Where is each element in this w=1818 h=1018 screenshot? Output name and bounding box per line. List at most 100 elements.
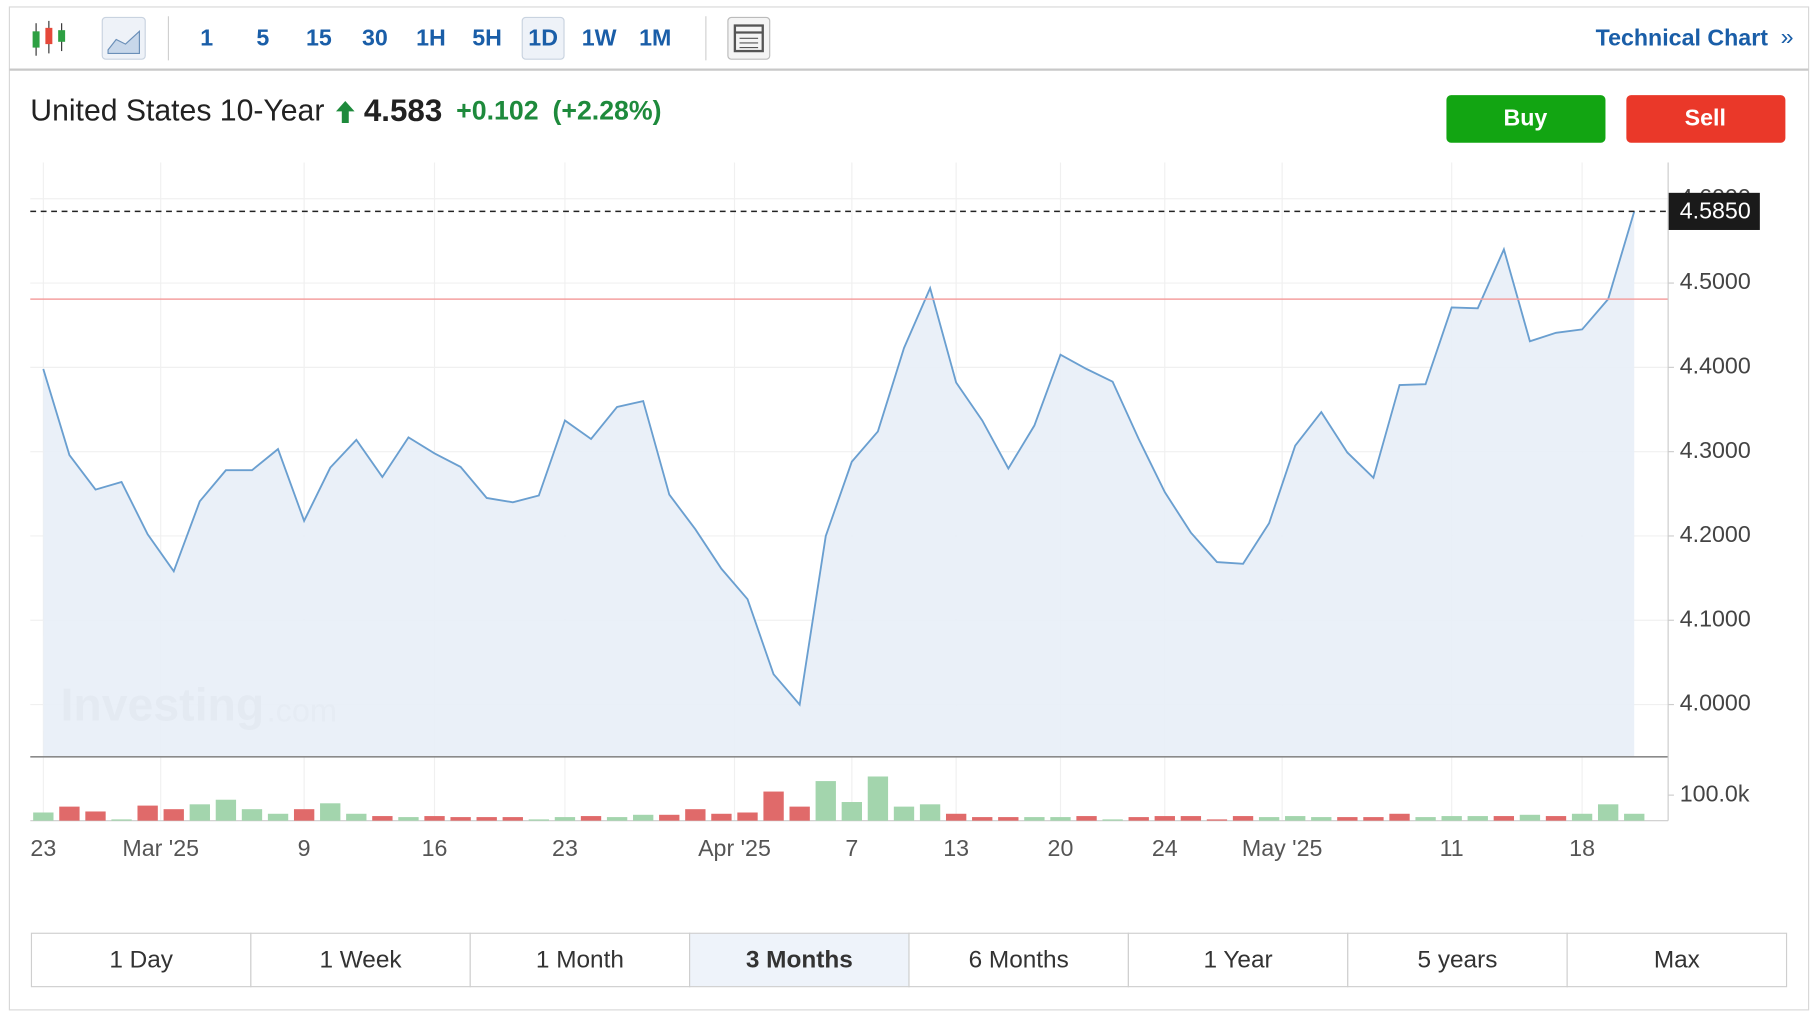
- buy-button[interactable]: Buy: [1446, 95, 1606, 143]
- volume-bar: [241, 809, 263, 821]
- volume-bar: [1206, 819, 1228, 821]
- volume-bar: [841, 802, 862, 821]
- x-tick-label: 24: [1152, 835, 1178, 861]
- volume-bar: [1180, 816, 1202, 821]
- interval[interactable]: 1: [200, 25, 213, 51]
- volume-bar: [1128, 817, 1149, 821]
- range-label[interactable]: 1 Month: [536, 947, 624, 974]
- change: +0.102: [456, 96, 538, 126]
- volume-bar: [1571, 813, 1593, 821]
- volume-bar: [1050, 817, 1071, 821]
- volume-bar: [737, 812, 758, 821]
- interval[interactable]: 15: [306, 25, 332, 51]
- header: United States 10-Year 4.583 +0.102 (+2.2…: [30, 93, 661, 128]
- technical-chart-link[interactable]: Technical Chart: [1596, 25, 1769, 51]
- interval[interactable]: 1W: [582, 25, 617, 51]
- volume-bar: [1154, 816, 1175, 821]
- range-button[interactable]: [689, 932, 910, 988]
- range-label[interactable]: 1 Week: [319, 947, 402, 974]
- volume-bar: [1337, 817, 1358, 821]
- range-label[interactable]: 1 Year: [1204, 947, 1273, 974]
- volume-bar: [450, 817, 471, 821]
- candle-icon[interactable]: [32, 20, 66, 56]
- sell-button[interactable]: Sell: [1626, 95, 1786, 143]
- range-label[interactable]: 6 Months: [969, 947, 1069, 974]
- interval[interactable]: 5: [256, 25, 269, 51]
- range-button[interactable]: [1566, 932, 1788, 988]
- volume-bar: [919, 804, 941, 821]
- x-tick-label: 13: [943, 835, 969, 861]
- volume-bar: [59, 806, 80, 821]
- volume-bar: [711, 813, 732, 821]
- volume-bar: [1519, 814, 1541, 821]
- buy-label[interactable]: Buy: [1503, 105, 1547, 131]
- volume-bar: [215, 799, 237, 821]
- volume-bar: [606, 817, 628, 821]
- volume-bar: [346, 813, 367, 821]
- volume-bar: [189, 804, 210, 821]
- volume-bar: [580, 816, 602, 821]
- y-tick-label: 4.4000: [1680, 352, 1751, 378]
- volume-bar: [945, 813, 967, 821]
- range-label[interactable]: 3 Months: [746, 947, 853, 974]
- interval[interactable]: 1M: [639, 25, 671, 51]
- x-tick-label: Apr '25: [698, 835, 771, 861]
- range-label[interactable]: Max: [1654, 947, 1700, 974]
- volume-bar: [372, 816, 393, 821]
- buy-bg[interactable]: [1446, 95, 1606, 143]
- volume-tick-label: 100.0k: [1680, 780, 1750, 806]
- last-price-tag: [1668, 192, 1760, 230]
- volume-bar: [111, 819, 132, 821]
- volume-bar: [1102, 819, 1123, 821]
- x-tick-label: 23: [552, 835, 578, 861]
- volume-bar: [1493, 816, 1515, 821]
- x-tick-label: 20: [1048, 835, 1074, 861]
- volume-bar: [1363, 817, 1384, 821]
- x-tick-label: May '25: [1242, 835, 1323, 861]
- volume-bar: [137, 805, 158, 821]
- interval[interactable]: 1D: [528, 25, 558, 51]
- range-label[interactable]: 5 years: [1418, 947, 1498, 974]
- volume-bar: [528, 819, 550, 821]
- volume-bar: [633, 814, 654, 821]
- price: 4.583: [364, 93, 442, 128]
- chevron[interactable]: »: [1781, 23, 1794, 49]
- sell-bg[interactable]: [1626, 95, 1786, 143]
- area-icon[interactable]: [101, 16, 146, 60]
- volume-bar: [815, 781, 836, 821]
- volume-bar: [1441, 816, 1462, 821]
- range-label[interactable]: 1 Day: [109, 947, 173, 974]
- range-button[interactable]: [1127, 932, 1349, 988]
- volume-bar: [1258, 817, 1280, 821]
- volume-bar: [1311, 817, 1332, 821]
- interval[interactable]: 5H: [472, 25, 502, 51]
- range-button[interactable]: [1347, 932, 1568, 988]
- instrument-name: United States 10-Year: [30, 95, 324, 128]
- volume-bar: [424, 816, 445, 821]
- y-tick-label: 4.0000: [1680, 690, 1751, 716]
- volume-bar: [267, 813, 289, 821]
- volume-bar: [1024, 817, 1045, 821]
- interval[interactable]: 1H: [416, 25, 446, 51]
- volume-bar: [972, 817, 993, 821]
- x-tick-label: 23: [30, 835, 56, 861]
- volume-bar: [1545, 816, 1567, 821]
- x-tick-label: 18: [1569, 835, 1595, 861]
- volume-bar: [85, 811, 106, 821]
- volume-bar: [1232, 816, 1254, 821]
- last-price-label: 4.5850: [1680, 198, 1751, 224]
- sell-label[interactable]: Sell: [1685, 105, 1726, 131]
- volume-bar: [1597, 804, 1619, 821]
- x-tick-label: 11: [1440, 835, 1464, 861]
- range-button[interactable]: [30, 932, 252, 988]
- x-tick-label: 16: [422, 835, 448, 861]
- volume-bar: [398, 817, 419, 821]
- interval[interactable]: 30: [362, 25, 388, 51]
- x-tick-label: 9: [298, 835, 311, 861]
- volume-bar: [1285, 816, 1306, 821]
- range-button[interactable]: [250, 932, 471, 988]
- range-button[interactable]: [908, 932, 1129, 988]
- range-button[interactable]: [469, 932, 691, 988]
- layout-icon[interactable]: [727, 16, 771, 60]
- volume-bar: [33, 812, 54, 821]
